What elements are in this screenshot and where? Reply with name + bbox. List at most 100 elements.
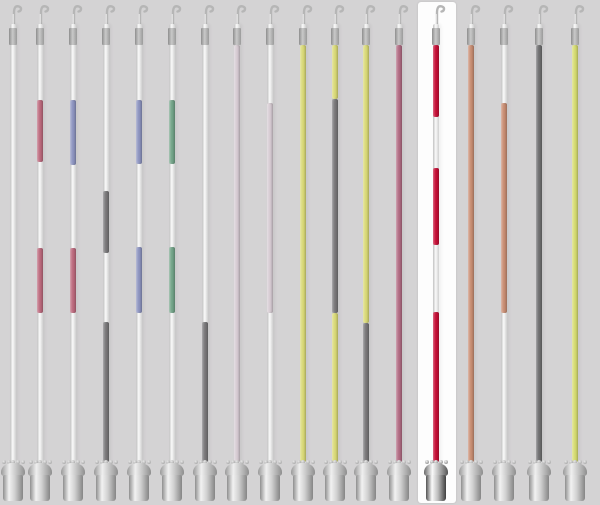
pole-collar — [266, 28, 274, 45]
base-crown — [323, 463, 347, 476]
base-crown-bump — [11, 460, 16, 464]
base-crown — [492, 463, 516, 476]
base-crown-bump — [497, 460, 502, 464]
base-crown-bump — [194, 460, 198, 464]
base-crown-bump — [203, 460, 208, 464]
base-crown-bump — [429, 460, 434, 464]
base-crown-bump — [268, 460, 273, 464]
base-crown-bump — [443, 460, 448, 464]
pole-collar — [233, 28, 241, 45]
base-crown — [225, 463, 249, 476]
base-crown — [459, 463, 483, 476]
base-crown-bump — [464, 460, 469, 464]
base-crown-bump — [47, 460, 52, 464]
pole-segment-gray_segment — [202, 322, 208, 462]
base-crown-bump — [546, 460, 551, 464]
base-crown-bump — [38, 460, 43, 464]
pole-collar — [395, 28, 403, 45]
base-crown-bump — [306, 460, 311, 464]
base-crown-bump — [373, 460, 378, 464]
base-crown-bump — [402, 460, 407, 464]
base-crown-bump — [132, 460, 137, 464]
pole-collar — [102, 28, 110, 45]
base-crown-bump — [43, 460, 48, 464]
pole-segment-yellow — [332, 45, 338, 99]
base-crown-bump — [142, 460, 147, 464]
base-crown — [127, 463, 151, 476]
base-ferrule — [63, 475, 83, 501]
base-crown-bump — [16, 460, 21, 464]
base-crown-bump — [2, 460, 6, 464]
base-crown-bump — [170, 460, 175, 464]
base-crown-bump — [542, 460, 547, 464]
base-crown-bump — [507, 460, 512, 464]
base-crown-bump — [208, 460, 213, 464]
base-crown-bump — [397, 460, 402, 464]
base-crown-bump — [175, 460, 180, 464]
base-crown — [291, 463, 315, 476]
pole-segment-pale_pink — [234, 45, 240, 462]
base-crown-bump — [564, 460, 568, 464]
base-crown-bump — [434, 460, 439, 464]
base-crown-bump — [355, 460, 359, 464]
base-crown-bump — [511, 460, 516, 464]
base-crown-bump — [137, 460, 142, 464]
base-crown-bump — [146, 460, 151, 464]
base-ferrule — [494, 475, 514, 501]
base-crown-bump — [226, 460, 230, 464]
base-crown-bump — [338, 460, 343, 464]
base-crown-bump — [179, 460, 184, 464]
base-crown-bump — [537, 460, 542, 464]
pole-collar — [9, 28, 17, 45]
pole-segment-periwinkle — [136, 100, 142, 164]
base-ferrule — [96, 475, 116, 501]
base-crown-bump — [6, 460, 11, 464]
base-crown-bump — [33, 460, 38, 464]
pole-segment-pale_pink — [267, 103, 273, 313]
base-crown-bump — [478, 460, 483, 464]
pole-collar — [69, 28, 77, 45]
pole-segment-gray_segment — [103, 322, 109, 462]
base-crown-bump — [244, 460, 249, 464]
pole-collar — [168, 28, 176, 45]
base-crown-bump — [76, 460, 81, 464]
base-crown — [258, 463, 282, 476]
base-ferrule — [162, 475, 182, 501]
base-crown-bump — [161, 460, 165, 464]
base-crown-bump — [104, 460, 109, 464]
base-ferrule — [3, 475, 23, 501]
base-crown-bump — [259, 460, 263, 464]
base-crown-bump — [66, 460, 71, 464]
pole-shaft — [202, 24, 208, 466]
base-crown-bump — [99, 460, 104, 464]
base-crown-bump — [460, 460, 464, 464]
base-crown — [160, 463, 184, 476]
base-crown-bump — [292, 460, 296, 464]
base-crown-bump — [425, 460, 429, 464]
base-crown-bump — [62, 460, 66, 464]
base-ferrule — [356, 475, 376, 501]
base-crown-bump — [128, 460, 132, 464]
base-crown-bump — [310, 460, 315, 464]
pole-collar — [467, 28, 475, 45]
pole-segment-gray_segment — [103, 191, 109, 253]
base-ferrule — [325, 475, 345, 501]
base-ferrule — [227, 475, 247, 501]
base-crown-bump — [198, 460, 203, 464]
pole-segment-red — [433, 312, 439, 462]
pole-collar — [500, 28, 508, 45]
pole-segment-sage — [169, 100, 175, 164]
base-crown-bump — [568, 460, 573, 464]
base-ferrule — [129, 475, 149, 501]
base-crown-bump — [406, 460, 411, 464]
base-crown — [1, 463, 25, 476]
base-crown-bump — [342, 460, 347, 464]
pole-collar — [432, 28, 440, 45]
pole-segment-yellow — [332, 313, 338, 462]
base-ferrule — [426, 475, 446, 501]
pole-segment-periwinkle — [136, 247, 142, 313]
base-crown-bump — [474, 460, 479, 464]
base-crown-bump — [20, 460, 25, 464]
base-crown-bump — [573, 460, 578, 464]
pole-segment-periwinkle — [70, 100, 76, 165]
